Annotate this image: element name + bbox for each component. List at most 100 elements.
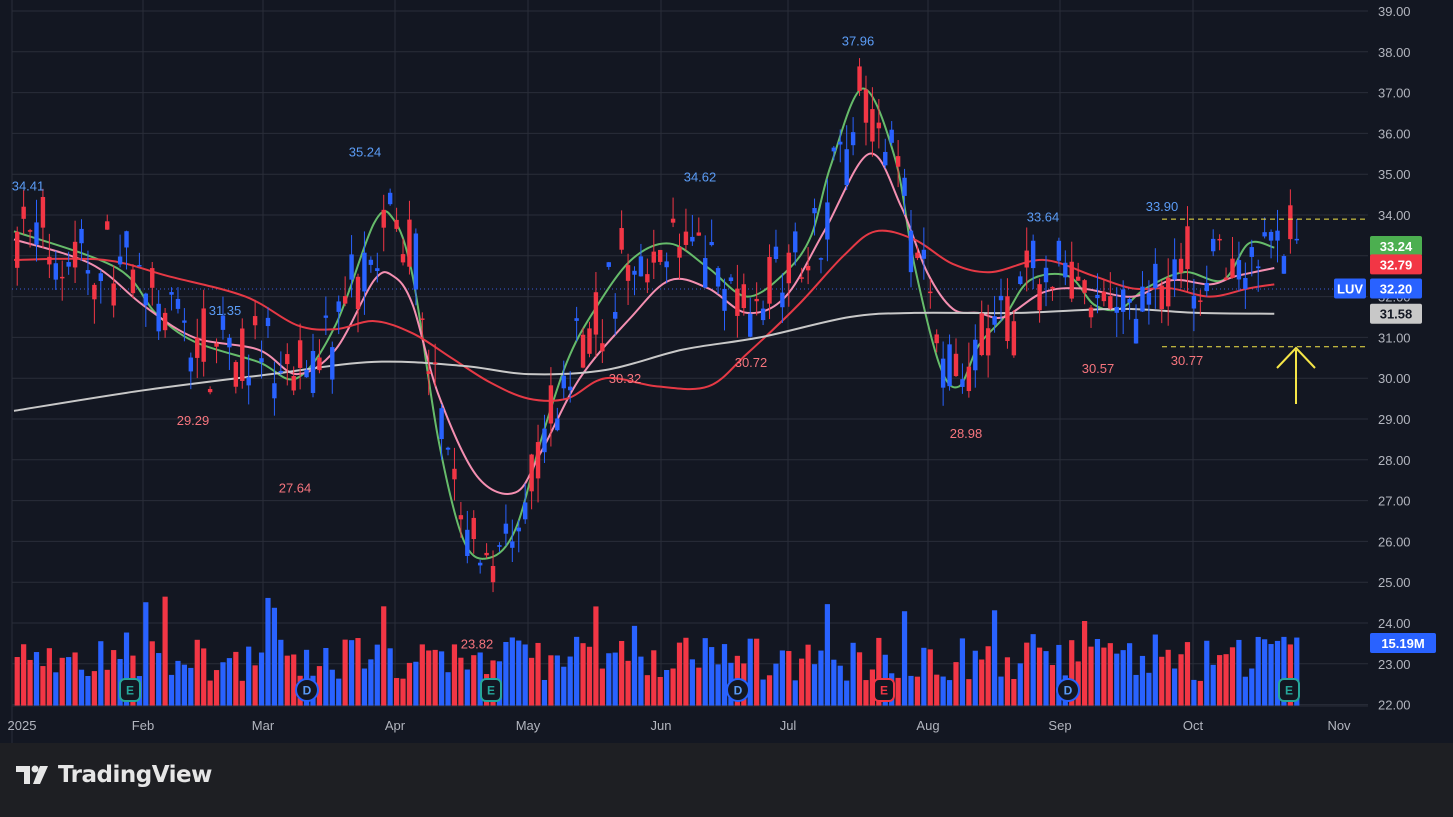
candle-body	[1191, 295, 1197, 309]
event-badge-dividend[interactable]: D	[1056, 678, 1080, 702]
volume-bar	[1236, 639, 1242, 706]
moving-average-layer	[13, 87, 1275, 560]
volume-bar	[953, 662, 959, 706]
tradingview-logo-icon	[16, 765, 48, 784]
candle-body	[773, 246, 779, 259]
volume-bar	[747, 638, 753, 706]
x-tick-label: Aug	[916, 718, 939, 733]
volume-bar	[123, 632, 130, 706]
candle-body	[387, 192, 393, 205]
volume-bar	[612, 652, 618, 706]
candle-body	[985, 328, 991, 356]
volume-bar	[14, 657, 20, 706]
candle-body	[503, 523, 509, 534]
candle-body	[915, 252, 920, 259]
candle-body	[27, 230, 33, 232]
volume-bar	[1217, 655, 1223, 706]
volume-bar	[387, 648, 393, 706]
earnings-badge-shape	[873, 678, 895, 702]
candle-body	[21, 206, 26, 219]
volume-bar	[831, 659, 837, 706]
candle-body	[490, 565, 496, 583]
event-badge-letter: E	[487, 684, 495, 698]
candle-body	[1088, 307, 1094, 318]
annotation-low: 27.64	[279, 480, 312, 495]
volume-bar	[998, 676, 1004, 706]
candle-body	[1050, 286, 1055, 289]
annotation-low: 30.57	[1082, 361, 1115, 376]
annotation-low: 29.29	[177, 413, 210, 428]
candle-body	[1146, 292, 1152, 305]
volume-bar	[53, 672, 59, 706]
volume-bar	[426, 650, 432, 706]
volume-bar	[432, 649, 438, 706]
volume-bar	[265, 597, 271, 706]
candle-body	[651, 251, 656, 263]
candle-body	[863, 89, 869, 123]
annotation-low: 28.98	[950, 426, 983, 441]
volume-bar	[856, 652, 863, 706]
volume-bar	[258, 652, 265, 706]
volume-bar	[554, 655, 560, 706]
candle-body	[748, 313, 753, 337]
event-badge-letter: E	[880, 684, 888, 698]
volume-bar	[246, 646, 252, 706]
volume-bar	[503, 641, 509, 706]
dividend-badge-shape	[1056, 678, 1080, 702]
volume-bar	[323, 647, 329, 706]
arrow-head-icon	[1276, 346, 1316, 369]
volume-bar	[1017, 663, 1023, 706]
event-badge-dividend[interactable]: D	[295, 678, 319, 702]
volume-bar	[901, 611, 908, 706]
annotation-high: 34.62	[684, 170, 717, 185]
volume-bar	[1127, 643, 1133, 706]
candle-body	[966, 366, 972, 392]
candle-body	[767, 256, 772, 304]
volume-bar	[168, 674, 175, 706]
candle-body	[304, 369, 309, 378]
volume-bar	[824, 604, 830, 706]
candle-body	[1095, 294, 1100, 299]
candle-body	[696, 232, 701, 236]
volume-bar	[451, 644, 458, 706]
candle-body	[593, 292, 599, 335]
volume-bar	[574, 636, 580, 706]
candle-body	[458, 515, 464, 520]
y-tick-label: 28.00	[1378, 453, 1411, 468]
candle-body	[150, 268, 155, 288]
volume-bar	[181, 664, 187, 706]
volume-bar	[638, 656, 644, 706]
candle-body	[838, 141, 843, 145]
price-axis-panel[interactable]	[1368, 0, 1453, 743]
volume-bar	[805, 644, 811, 706]
candle-body	[934, 334, 939, 344]
volume-bar	[869, 669, 876, 706]
event-badge-earnings[interactable]: E	[480, 678, 502, 702]
annotation-layer: 34.41 29.29 31.35 27.64 35.24 23.82 30.32 34.62…	[12, 33, 1204, 651]
volume-bar	[657, 676, 663, 706]
event-badge-dividend[interactable]: D	[726, 678, 750, 702]
volume-bar	[111, 650, 117, 706]
tradingview-brand[interactable]: TradingView	[16, 762, 212, 788]
volume-bar	[921, 647, 927, 706]
candle-body	[201, 308, 206, 362]
volume-bar	[1069, 640, 1075, 706]
y-tick-label: 23.00	[1378, 657, 1411, 672]
event-badge-earnings[interactable]: E	[1278, 678, 1300, 702]
candle-body	[940, 358, 946, 388]
volume-bar	[1101, 647, 1107, 706]
candle-body	[1262, 232, 1267, 237]
x-tick-label: Jul	[780, 718, 797, 733]
event-badge-earnings[interactable]: E	[119, 678, 141, 702]
candle-body	[992, 316, 997, 325]
volume-bar	[1107, 643, 1113, 706]
volume-bar	[709, 647, 715, 706]
event-badge-earnings[interactable]: E	[873, 678, 895, 702]
candle-body	[310, 350, 316, 393]
candle-body	[715, 268, 721, 287]
candle-body	[381, 209, 386, 228]
volume-bar	[599, 668, 605, 706]
annotation-high: 33.90	[1146, 199, 1179, 214]
